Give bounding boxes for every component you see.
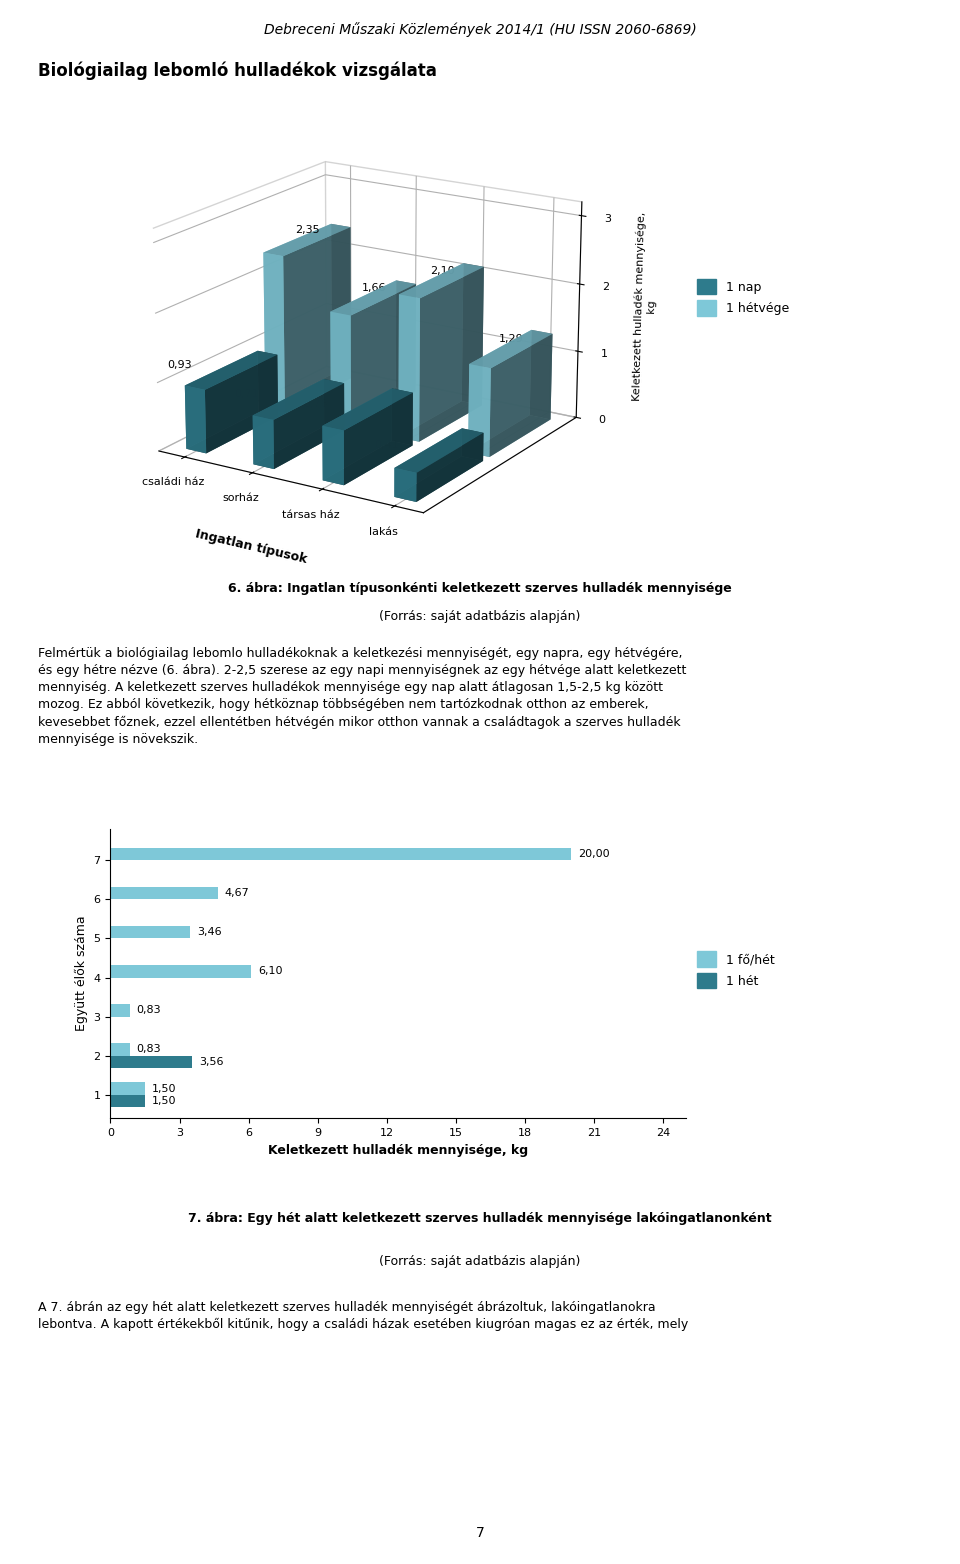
Y-axis label: Együtt élők száma: Együtt élők száma (75, 917, 88, 1031)
Text: 1,50: 1,50 (152, 1084, 177, 1093)
Text: 0,83: 0,83 (136, 1006, 161, 1015)
Text: 3,46: 3,46 (197, 927, 222, 937)
Text: A 7. ábrán az egy hét alatt keletkezett szerves hulladék mennyiségét ábrázoltuk,: A 7. ábrán az egy hét alatt keletkezett … (38, 1301, 688, 1331)
Text: 7. ábra: Egy hét alatt keletkezett szerves hulladék mennyisége lakóingatlanonkén: 7. ábra: Egy hét alatt keletkezett szerv… (188, 1212, 772, 1225)
Text: 1,50: 1,50 (152, 1096, 177, 1106)
Text: 6,10: 6,10 (258, 967, 282, 976)
Text: Biológiailag lebomló hulladékok vizsgálata: Biológiailag lebomló hulladékok vizsgála… (38, 61, 437, 80)
Text: 7: 7 (475, 1526, 485, 1539)
Bar (110, 1082, 145, 1095)
X-axis label: Ingatlan típusok: Ingatlan típusok (194, 527, 308, 566)
Bar (110, 1056, 192, 1068)
Bar (110, 848, 571, 860)
Text: Debreceni Műszaki Közlemények 2014/1 (HU ISSN 2060-6869): Debreceni Műszaki Közlemények 2014/1 (HU… (264, 22, 696, 38)
Text: (Forrás: saját adatbázis alapján): (Forrás: saját adatbázis alapján) (379, 610, 581, 622)
Bar (110, 1004, 130, 1017)
Text: 20,00: 20,00 (578, 849, 610, 859)
Bar (110, 1095, 145, 1107)
Legend: 1 nap, 1 hétvége: 1 nap, 1 hétvége (698, 278, 789, 316)
Bar (110, 965, 251, 978)
Text: (Forrás: saját adatbázis alapján): (Forrás: saját adatbázis alapján) (379, 1254, 581, 1268)
Text: 3,56: 3,56 (200, 1057, 224, 1067)
Bar (110, 887, 218, 899)
Text: 6. ábra: Ingatlan típusonkénti keletkezett szerves hulladék mennyisége: 6. ábra: Ingatlan típusonkénti keletkeze… (228, 582, 732, 594)
X-axis label: Keletkezett hulladék mennyisége, kg: Keletkezett hulladék mennyisége, kg (269, 1143, 528, 1156)
Text: 0,83: 0,83 (136, 1045, 161, 1054)
Bar (110, 1043, 130, 1056)
Text: Felmértük a biológiailag lebomlo hulladékoknak a keletkezési mennyiségét, egy na: Felmértük a biológiailag lebomlo hulladé… (38, 647, 686, 746)
Text: 4,67: 4,67 (225, 888, 250, 898)
Legend: 1 fő/hét, 1 hét: 1 fő/hét, 1 hét (698, 951, 775, 988)
Bar (110, 926, 190, 938)
